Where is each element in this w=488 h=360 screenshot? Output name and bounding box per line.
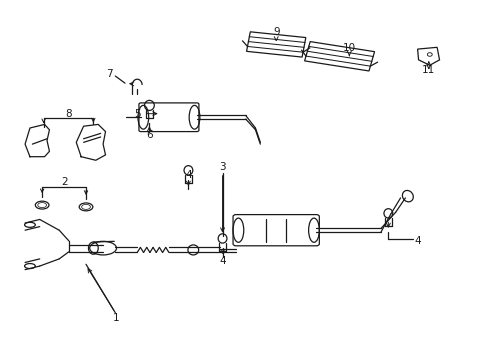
- Text: 3: 3: [219, 162, 225, 172]
- Text: 2: 2: [61, 177, 67, 187]
- Text: 10: 10: [342, 43, 355, 53]
- Text: 9: 9: [272, 27, 279, 37]
- Text: 4: 4: [219, 256, 225, 266]
- Text: 4: 4: [185, 170, 191, 180]
- Text: 11: 11: [421, 64, 434, 75]
- Text: 7: 7: [105, 69, 112, 79]
- Text: 6: 6: [146, 130, 152, 140]
- Text: 4: 4: [413, 236, 420, 246]
- Text: 5: 5: [134, 109, 140, 119]
- Text: 8: 8: [65, 109, 72, 119]
- Text: 1: 1: [113, 313, 120, 323]
